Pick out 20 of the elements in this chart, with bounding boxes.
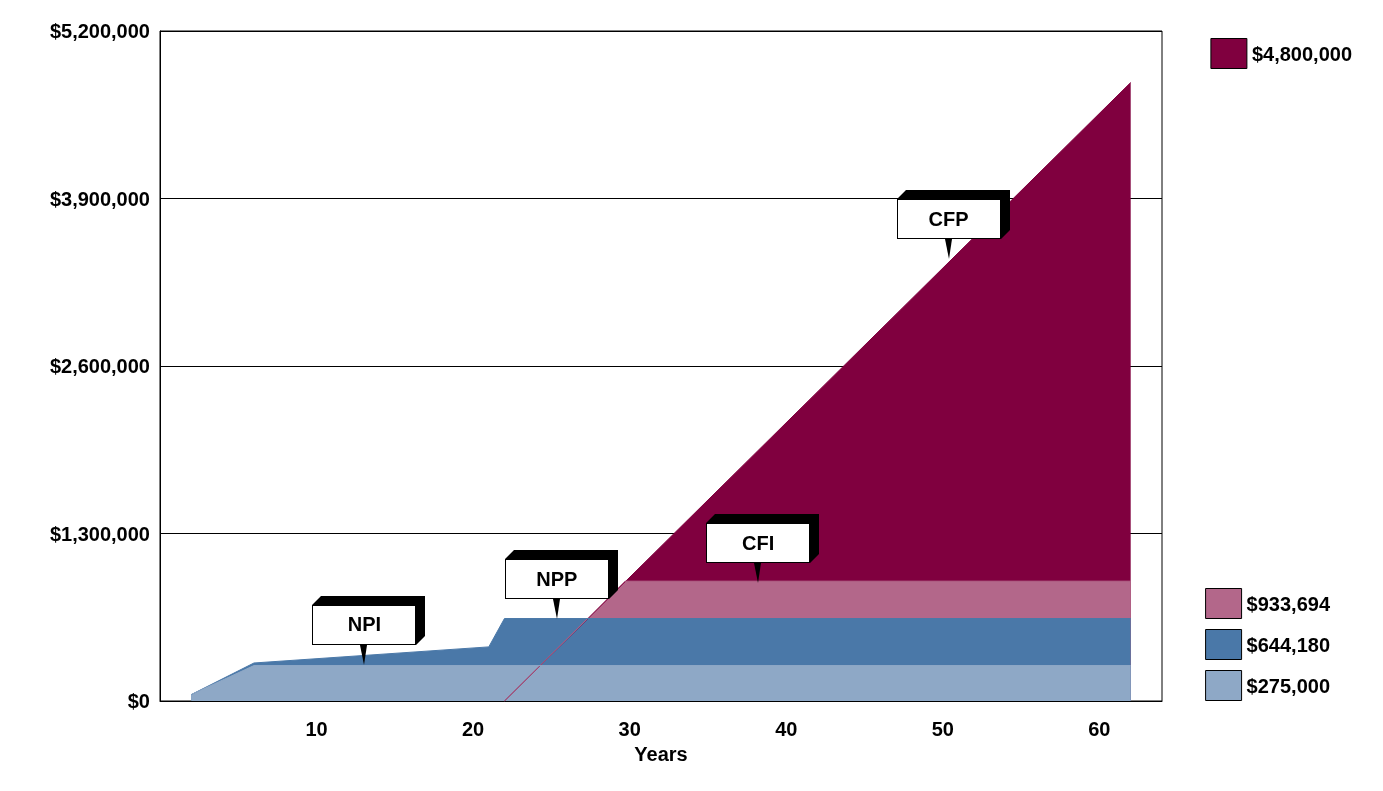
x-axis-title: Years (634, 742, 688, 765)
annotation: NPI (312, 604, 417, 645)
x-tick-label: 40 (775, 718, 798, 740)
y-tick-label: $0 (127, 690, 150, 712)
annotation: CFI (706, 523, 811, 564)
x-tick-label: 50 (931, 718, 954, 740)
y-tick-label: $1,300,000 (49, 522, 150, 545)
legend-label: $933,694 (1246, 592, 1331, 615)
y-tick-label: $3,900,000 (49, 187, 150, 210)
x-tick-label: 10 (305, 718, 328, 740)
x-tick-label: 20 (462, 718, 485, 740)
x-tick-label: 30 (618, 718, 641, 740)
legend-label: $275,000 (1246, 674, 1330, 697)
legend-label: $4,800,000 (1251, 42, 1353, 65)
annotation: NPP (504, 559, 609, 600)
y-tick-label: $5,200,000 (49, 20, 150, 42)
annotation: CFP (896, 199, 1001, 240)
y-tick-label: $2,600,000 (49, 355, 150, 377)
x-tick-label: 60 (1088, 718, 1111, 740)
legend-label: $644,180 (1246, 633, 1330, 656)
